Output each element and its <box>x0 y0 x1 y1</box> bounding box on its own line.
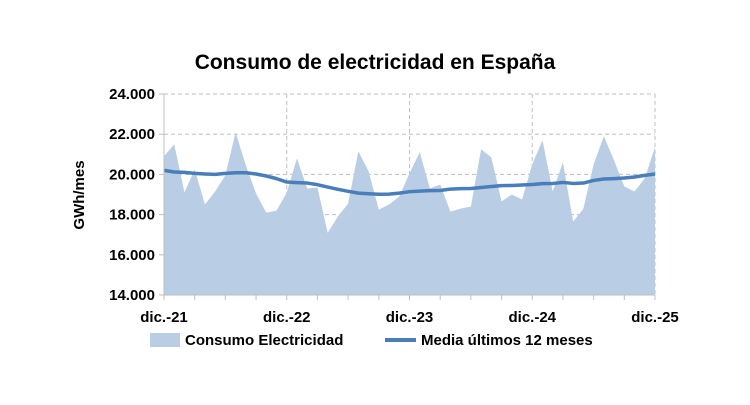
x-tick-label: dic.-21 <box>140 309 188 326</box>
x-tick-label: dic.-22 <box>263 309 311 326</box>
y-tick-label: 14.000 <box>109 287 155 304</box>
y-tick-label: 24.000 <box>109 86 155 103</box>
y-tick-label: 16.000 <box>109 247 155 264</box>
y-tick-label: 22.000 <box>109 126 155 143</box>
legend: Consumo Electricidad Media últimos 12 me… <box>150 332 593 349</box>
legend-label-consumo: Consumo Electricidad <box>185 332 343 349</box>
legend-swatch-consumo <box>150 333 180 347</box>
x-tick-label: dic.-25 <box>631 309 679 326</box>
area-consumo <box>164 132 655 295</box>
x-tick-labels: dic.-21 dic.-22 dic.-23 dic.-24 dic.-25 <box>140 309 679 326</box>
y-axis-label: GWh/mes <box>71 160 88 229</box>
x-tick-label: dic.-23 <box>386 309 434 326</box>
legend-label-media: Media últimos 12 meses <box>421 332 593 349</box>
y-tick-labels: 14.000 16.000 18.000 20.000 22.000 24.000 <box>109 86 155 304</box>
y-tick-label: 18.000 <box>109 207 155 224</box>
y-tick-label: 20.000 <box>109 166 155 183</box>
chart-title: Consumo de electricidad en España <box>195 51 556 74</box>
series-consumo-area <box>164 132 655 295</box>
x-tick-label: dic.-24 <box>508 309 556 326</box>
